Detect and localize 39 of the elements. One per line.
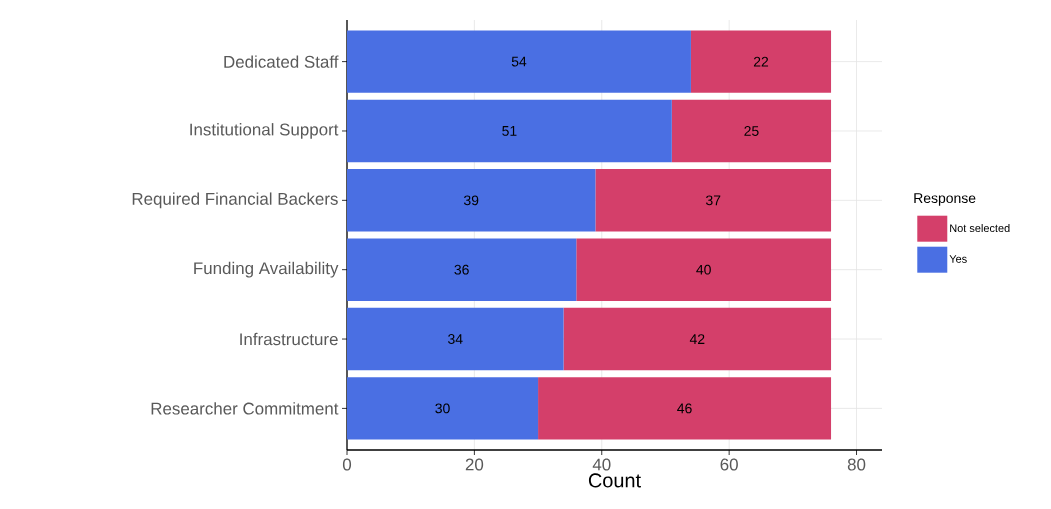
- data-label: 36: [454, 264, 469, 275]
- data-label: 42: [689, 334, 705, 344]
- y-tick-label: Researcher Commitment: [151, 402, 339, 415]
- data-label: 40: [696, 264, 711, 275]
- bar: [347, 30, 691, 93]
- x-tick-label: 20: [465, 458, 484, 471]
- legend-label: Yes: [949, 255, 967, 263]
- x-tick-label: 40: [592, 458, 611, 471]
- data-label: 34: [448, 334, 463, 344]
- bar: [563, 307, 832, 371]
- bar: [347, 377, 539, 440]
- x-tick-label: 80: [847, 458, 866, 471]
- bar: [347, 99, 672, 163]
- bar: [347, 169, 596, 232]
- legend-label: Not selected: [950, 223, 1010, 233]
- x-tick-label: 0: [342, 458, 352, 471]
- y-tick-label: Funding Availability: [194, 261, 339, 278]
- data-label: 37: [706, 195, 721, 206]
- x-axis-title: Count: [588, 473, 641, 488]
- bar: [347, 238, 577, 301]
- data-label: 25: [744, 126, 759, 136]
- data-label: 46: [677, 403, 692, 414]
- bar: [671, 99, 832, 163]
- data-label: 39: [463, 195, 479, 206]
- bar: [595, 169, 832, 232]
- data-label: 54: [511, 56, 527, 67]
- bar: [690, 30, 832, 93]
- data-label: 51: [502, 126, 517, 136]
- y-tick-label: Institutional Support: [190, 123, 339, 139]
- x-tick-label: 60: [720, 458, 738, 471]
- data-label: 22: [753, 56, 769, 67]
- y-tick-label: Dedicated Staff: [224, 55, 339, 68]
- bar: [538, 377, 832, 440]
- y-tick-label: Required Financial Backers: [132, 192, 338, 209]
- y-tick-label: Infrastructure: [240, 332, 338, 346]
- data-label: 30: [435, 403, 450, 414]
- bar: [347, 307, 564, 371]
- legend-title: Response: [914, 193, 976, 206]
- bar: [576, 238, 832, 301]
